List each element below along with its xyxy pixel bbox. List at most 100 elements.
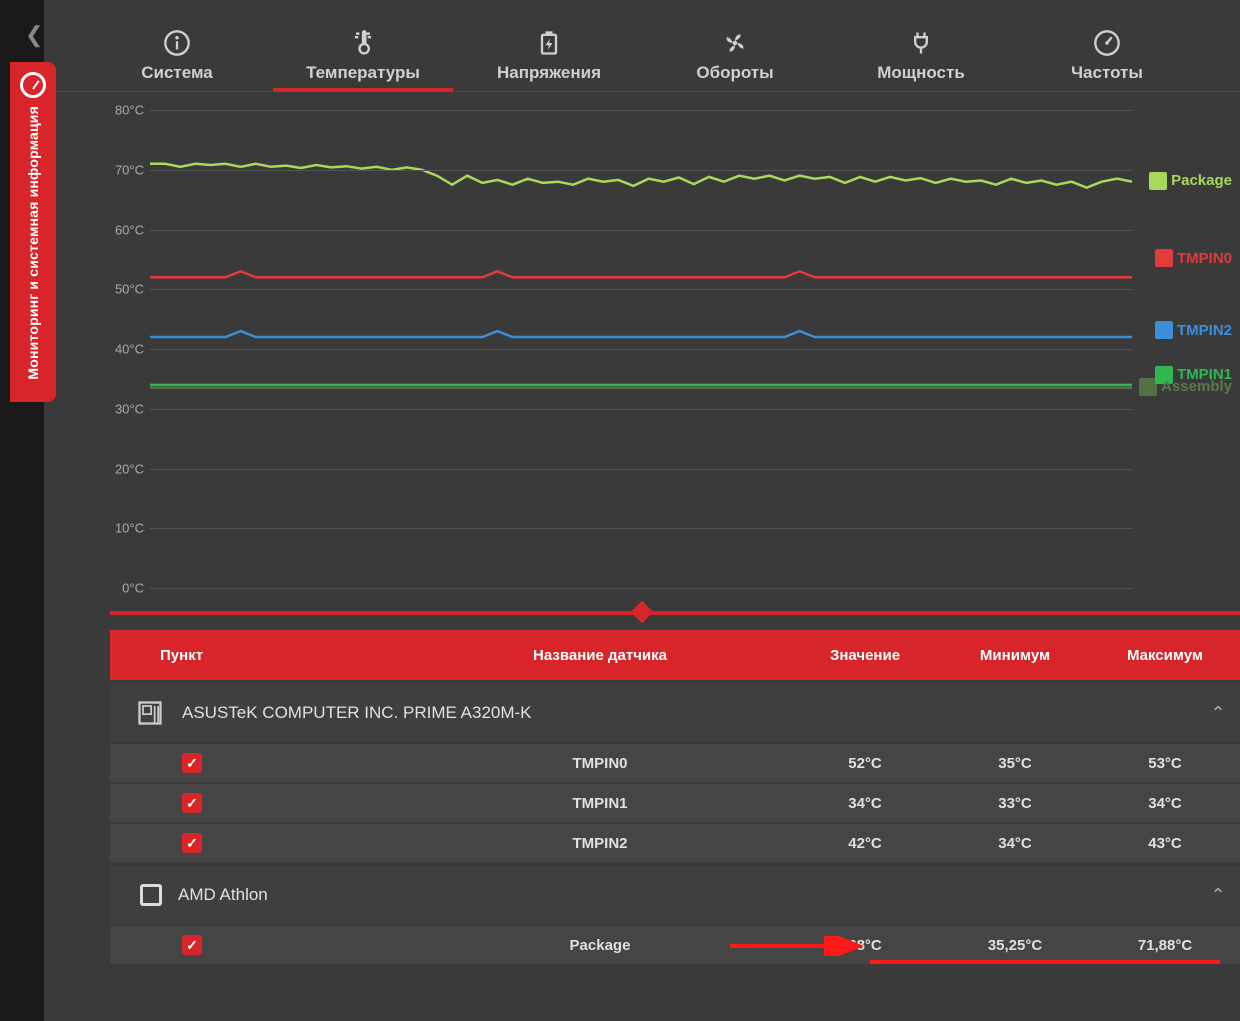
nav-tab-label: Обороты — [696, 63, 773, 83]
gauge-icon — [1093, 29, 1121, 57]
legend-item-tmpin0[interactable]: TMPIN0 — [1155, 249, 1232, 267]
legend-label: TMPIN2 — [1177, 322, 1232, 339]
th-item: Пункт — [110, 647, 410, 664]
legend-swatch-icon — [1149, 172, 1167, 190]
nav-tab-label: Мощность — [877, 63, 965, 83]
cell-max: 53°C — [1090, 755, 1240, 772]
nav-tab-gauge[interactable]: Частоты — [1014, 29, 1200, 91]
cell-min: 34°C — [940, 835, 1090, 852]
legend-swatch-icon — [1139, 378, 1157, 396]
series-package — [150, 164, 1132, 188]
y-axis-label: 80°C — [52, 103, 144, 118]
main-panel: Система Температуры Напряжения Обороты Мощно… — [44, 0, 1240, 1021]
y-axis-label: 30°C — [52, 401, 144, 416]
legend-item-tmpin2[interactable]: TMPIN2 — [1155, 321, 1232, 339]
thermo-icon — [349, 29, 377, 57]
cell-min: 35°C — [940, 755, 1090, 772]
table-row[interactable]: ✓ TMPIN242°C34°C43°C — [110, 824, 1240, 862]
collapse-chevron-icon[interactable]: ⌃ — [1196, 885, 1240, 906]
group-header[interactable]: AMD Athlon⌃ — [110, 866, 1240, 924]
underline-annotation — [870, 960, 1220, 964]
table-header: Пункт Название датчика Значение Минимум … — [110, 630, 1240, 680]
group-header[interactable]: ASUSTeK COMPUTER INC. PRIME A320M-K⌃ — [110, 684, 1240, 742]
cell-sensor: TMPIN1 — [410, 795, 790, 812]
nav-tab-label: Частоты — [1071, 63, 1143, 83]
back-chevron-icon[interactable]: ❮ — [25, 22, 43, 48]
plug-icon — [907, 29, 935, 57]
nav-tab-plug[interactable]: Мощность — [828, 29, 1014, 91]
legend-item-assembly[interactable]: Assembly — [1139, 378, 1232, 396]
cell-value: 52°C — [790, 755, 940, 772]
cell-value: 68°C — [790, 937, 940, 954]
top-nav: Система Температуры Напряжения Обороты Мощно… — [44, 0, 1240, 92]
y-axis-label: 50°C — [52, 282, 144, 297]
th-min: Минимум — [940, 647, 1090, 664]
legend-item-package[interactable]: Package — [1149, 172, 1232, 190]
th-value: Значение — [790, 647, 940, 664]
row-checkbox[interactable]: ✓ — [182, 935, 202, 955]
gridline — [150, 528, 1132, 529]
row-checkbox[interactable]: ✓ — [182, 793, 202, 813]
gridline — [150, 110, 1132, 111]
nav-tab-thermo[interactable]: Температуры — [270, 29, 456, 91]
nav-tab-label: Система — [141, 63, 213, 83]
monitoring-side-tab[interactable]: Мониторинг и системная информация — [10, 62, 56, 402]
y-axis-label: 70°C — [52, 162, 144, 177]
side-tab-label: Мониторинг и системная информация — [25, 106, 41, 380]
left-strip: ❮ Мониторинг и системная информация — [0, 0, 44, 1021]
y-axis-label: 20°C — [52, 461, 144, 476]
legend-label: TMPIN0 — [1177, 250, 1232, 267]
gridline — [150, 588, 1132, 589]
group-checkbox[interactable] — [140, 884, 162, 906]
y-axis-label: 40°C — [52, 342, 144, 357]
table-row[interactable]: ✓Package68°C35,25°C71,88°C — [110, 926, 1240, 964]
collapse-chevron-icon[interactable]: ⌃ — [1196, 703, 1240, 724]
series-tmpin2 — [150, 331, 1132, 337]
cell-max: 34°C — [1090, 795, 1240, 812]
legend-label: Assembly — [1161, 378, 1232, 395]
cell-max: 43°C — [1090, 835, 1240, 852]
th-sensor: Название датчика — [410, 647, 790, 664]
row-checkbox[interactable]: ✓ — [182, 753, 202, 773]
cell-sensor: Package — [410, 937, 790, 954]
th-max: Максимум — [1090, 647, 1240, 664]
nav-tab-info[interactable]: Система — [84, 29, 270, 91]
nav-tab-label: Напряжения — [497, 63, 601, 83]
gauge-icon — [20, 72, 46, 98]
mobo-icon — [136, 699, 164, 727]
table-row[interactable]: ✓TMPIN134°C33°C34°C — [110, 784, 1240, 822]
cell-min: 35,25°C — [940, 937, 1090, 954]
cell-value: 34°C — [790, 795, 940, 812]
temperature-chart: 0°C 10°C 20°C 30°C 40°C 50°C 60°C 70°C 80°C Packa… — [52, 104, 1232, 594]
legend-swatch-icon — [1155, 249, 1173, 267]
battery-icon — [535, 29, 563, 57]
y-axis-label: 0°C — [52, 581, 144, 596]
slider-handle[interactable] — [631, 601, 654, 624]
gridline — [150, 349, 1132, 350]
cell-value: 42°C — [790, 835, 940, 852]
gridline — [150, 469, 1132, 470]
cell-sensor: TMPIN0 — [410, 755, 790, 772]
nav-tab-battery[interactable]: Напряжения — [456, 29, 642, 91]
sensor-table: Пункт Название датчика Значение Минимум … — [110, 630, 1240, 964]
group-title: ASUSTeK COMPUTER INC. PRIME A320M-K — [182, 703, 1196, 723]
nav-tab-label: Температуры — [306, 63, 420, 83]
legend-swatch-icon — [1155, 321, 1173, 339]
series-tmpin0 — [150, 271, 1132, 277]
nav-tab-fan[interactable]: Обороты — [642, 29, 828, 91]
cell-sensor: TMPIN2 — [410, 835, 790, 852]
slider-track — [110, 611, 1240, 615]
y-axis-label: 60°C — [52, 222, 144, 237]
table-row[interactable]: ✓ TMPIN052°C35°C53°C — [110, 744, 1240, 782]
row-checkbox[interactable]: ✓ — [182, 833, 202, 853]
info-icon — [163, 29, 191, 57]
gridline — [150, 289, 1132, 290]
gridline — [150, 409, 1132, 410]
fan-icon — [721, 29, 749, 57]
y-axis-label: 10°C — [52, 521, 144, 536]
group-title: AMD Athlon — [178, 885, 1196, 905]
legend-label: Package — [1171, 172, 1232, 189]
gridline — [150, 230, 1132, 231]
gridline — [150, 170, 1132, 171]
slider-divider[interactable] — [44, 604, 1240, 620]
